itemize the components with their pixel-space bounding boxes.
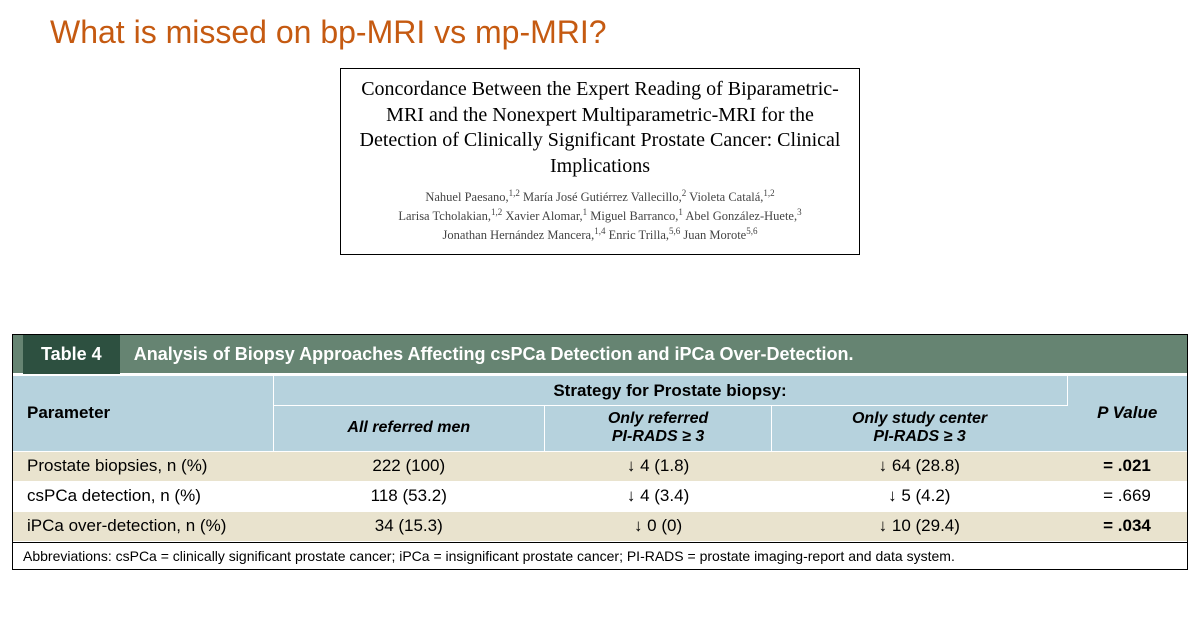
- table-4: Table 4 Analysis of Biopsy Approaches Af…: [12, 334, 1188, 570]
- subcol-0: All referred men: [273, 406, 545, 452]
- table-cell: csPCa detection, n (%): [13, 481, 273, 511]
- table-4-caption: Analysis of Biopsy Approaches Affecting …: [134, 344, 854, 365]
- subcol-2: Only study centerPI-RADS ≥ 3: [772, 406, 1067, 452]
- table-4-grid: Parameter Strategy for Prostate biopsy: …: [13, 375, 1187, 542]
- table-cell: 222 (100): [273, 451, 545, 481]
- table-cell: ↓ 64 (28.8): [772, 451, 1067, 481]
- table-row: Prostate biopsies, n (%)222 (100)↓ 4 (1.…: [13, 451, 1187, 481]
- subcol-1: Only referredPI-RADS ≥ 3: [545, 406, 772, 452]
- citation-authors: Nahuel Paesano,1,2 María José Gutiérrez …: [355, 187, 845, 244]
- table-cell: iPCa over-detection, n (%): [13, 511, 273, 541]
- col-pvalue: P Value: [1067, 376, 1187, 452]
- table-4-label: Table 4: [23, 335, 120, 374]
- table-cell: 118 (53.2): [273, 481, 545, 511]
- col-parameter: Parameter: [13, 376, 273, 452]
- table-cell: ↓ 10 (29.4): [772, 511, 1067, 541]
- col-strategy: Strategy for Prostate biopsy:: [273, 376, 1067, 406]
- table-cell: = .034: [1067, 511, 1187, 541]
- table-cell: ↓ 0 (0): [545, 511, 772, 541]
- table-cell: ↓ 5 (4.2): [772, 481, 1067, 511]
- table-cell: Prostate biopsies, n (%): [13, 451, 273, 481]
- citation-title: Concordance Between the Expert Reading o…: [355, 77, 845, 179]
- table-4-body: Prostate biopsies, n (%)222 (100)↓ 4 (1.…: [13, 451, 1187, 541]
- table-cell: 34 (15.3): [273, 511, 545, 541]
- citation-box: Concordance Between the Expert Reading o…: [340, 68, 860, 255]
- table-cell: ↓ 4 (3.4): [545, 481, 772, 511]
- table-row: csPCa detection, n (%)118 (53.2)↓ 4 (3.4…: [13, 481, 1187, 511]
- table-cell: ↓ 4 (1.8): [545, 451, 772, 481]
- slide-title: What is missed on bp-MRI vs mp-MRI?: [50, 14, 607, 51]
- table-cell: = .021: [1067, 451, 1187, 481]
- table-row: iPCa over-detection, n (%)34 (15.3)↓ 0 (…: [13, 511, 1187, 541]
- table-4-header-bar: Table 4 Analysis of Biopsy Approaches Af…: [13, 335, 1187, 375]
- table-4-abbreviations: Abbreviations: csPCa = clinically signif…: [13, 542, 1187, 569]
- table-cell: = .669: [1067, 481, 1187, 511]
